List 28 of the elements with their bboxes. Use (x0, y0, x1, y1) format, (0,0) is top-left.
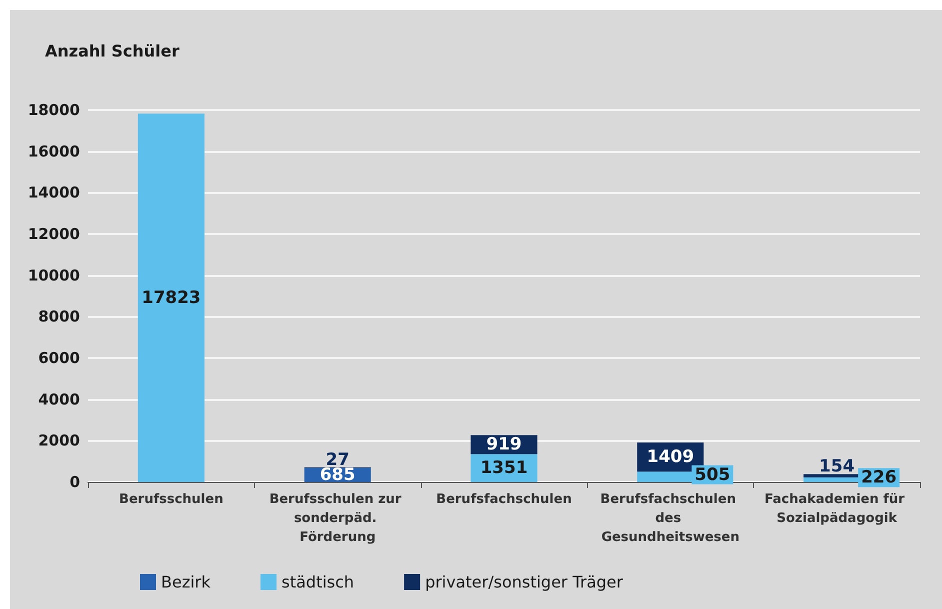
y-tick-label: 6000 (38, 349, 80, 367)
data-label: 17823 (142, 288, 201, 308)
y-tick-label: 4000 (38, 390, 80, 408)
legend-label: Bezirk (161, 572, 212, 592)
y-tick-label: 16000 (28, 142, 80, 160)
data-label: 919 (486, 434, 522, 455)
x-tick-label: Berufsfachschulen (436, 492, 572, 507)
x-tick-label: Berufsschulen (119, 492, 224, 507)
y-tick-label: 10000 (28, 266, 80, 284)
y-tick-label: 2000 (38, 432, 80, 450)
x-tick-label: Berufsfachschulen des Gesundheitswesen (600, 492, 740, 545)
chart-title: Anzahl Schüler (45, 42, 180, 60)
data-label: 1409 (646, 447, 694, 468)
data-label: 685 (320, 464, 356, 485)
legend-label: privater/sonstiger Träger (425, 572, 624, 592)
x-tick-label: Berufsschulen zur sonderpäd. Förderung (269, 492, 406, 545)
x-tick-label: Fachakademien für Sozialpädagogik (764, 492, 910, 526)
data-label: 154 (819, 456, 855, 477)
data-label: 1351 (480, 458, 528, 478)
y-tick-label: 18000 (28, 101, 80, 119)
bar (138, 114, 204, 482)
data-label: 505 (694, 464, 730, 485)
legend-label: städtisch (282, 572, 354, 592)
data-label: 226 (861, 468, 897, 488)
y-tick-label: 14000 (28, 184, 80, 202)
y-tick-label: 12000 (28, 225, 80, 243)
y-tick-label: 8000 (38, 308, 80, 326)
y-tick-label: 0 (70, 473, 80, 491)
